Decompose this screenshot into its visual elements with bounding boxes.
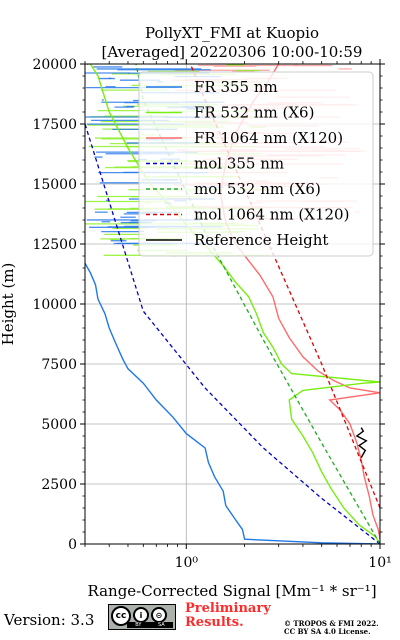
y-axis-label: Height (m) <box>0 263 17 346</box>
cc-by-text: BY <box>135 622 142 628</box>
legend-label: Reference Height <box>194 231 328 249</box>
legend: FR 355 nm FR 532 nm (X6) FR 1064 nm (X120)… <box>138 71 374 257</box>
x-tick-label: 10⁰ <box>175 555 199 571</box>
copyright-notice: © TROPOS & FMI 2022. CC BY SA 4.0 Licens… <box>284 620 379 636</box>
chart-title-line-2: [Averaged] 20220306 10:00-10:59 <box>102 43 363 61</box>
range-corrected-signal-chart: PollyXT_FMI at Kuopio [Averaged] 2022030… <box>0 24 392 600</box>
copyright-line-2: CC BY SA 4.0 License. <box>284 627 371 636</box>
legend-label: FR 355 nm <box>194 78 278 96</box>
cc-license-badge[interactable]: cc i ⊝ BY SA <box>108 604 176 630</box>
y-tick-label: 15000 <box>32 177 77 193</box>
legend-label: FR 1064 nm (X120) <box>194 129 343 147</box>
y-tick-label: 2500 <box>41 477 77 493</box>
series-mol-355-nm <box>85 123 380 544</box>
y-tick-label: 12500 <box>32 237 77 253</box>
legend-label: FR 532 nm (X6) <box>194 104 314 122</box>
share-alike-icon: ⊝ <box>151 607 167 623</box>
cc-badge-strip: BY SA <box>127 622 173 628</box>
cc-sa-text: SA <box>158 622 165 628</box>
y-tick-label: 0 <box>68 537 77 553</box>
series-fr-355-nm <box>85 262 380 544</box>
legend-label: mol 355 nm <box>194 155 284 173</box>
axis-ticks: 0 2500 5000 7500 10000 12500 15000 17500 20000 10… <box>32 57 391 571</box>
series-reference-height <box>355 427 368 458</box>
version-label: Version: 3.3 <box>4 611 95 629</box>
y-tick-label: 20000 <box>32 57 77 73</box>
y-tick-label: 17500 <box>32 117 77 133</box>
x-axis-label: Range-Corrected Signal [Mm⁻¹ * sr⁻¹] <box>87 582 376 600</box>
legend-label: mol 1064 nm (X120) <box>194 206 349 224</box>
preliminary-line-1: Preliminary <box>185 601 271 616</box>
chart-title-line-1: PollyXT_FMI at Kuopio <box>145 24 319 42</box>
preliminary-results-notice: Preliminary Results. <box>185 602 271 630</box>
series-mol-532-nm-x6 <box>135 64 380 544</box>
cc-icon: cc <box>111 606 131 626</box>
legend-label: mol 532 nm (X6) <box>194 180 321 198</box>
y-tick-label: 5000 <box>41 417 77 433</box>
legend-box <box>138 71 374 257</box>
x-tick-label: 10¹ <box>368 555 391 571</box>
attribution-icon: i <box>133 607 149 623</box>
y-tick-label: 7500 <box>41 357 77 373</box>
y-tick-label: 10000 <box>32 297 77 313</box>
preliminary-line-2: Results. <box>185 615 244 630</box>
copyright-line-1: © TROPOS & FMI 2022. <box>284 619 379 628</box>
